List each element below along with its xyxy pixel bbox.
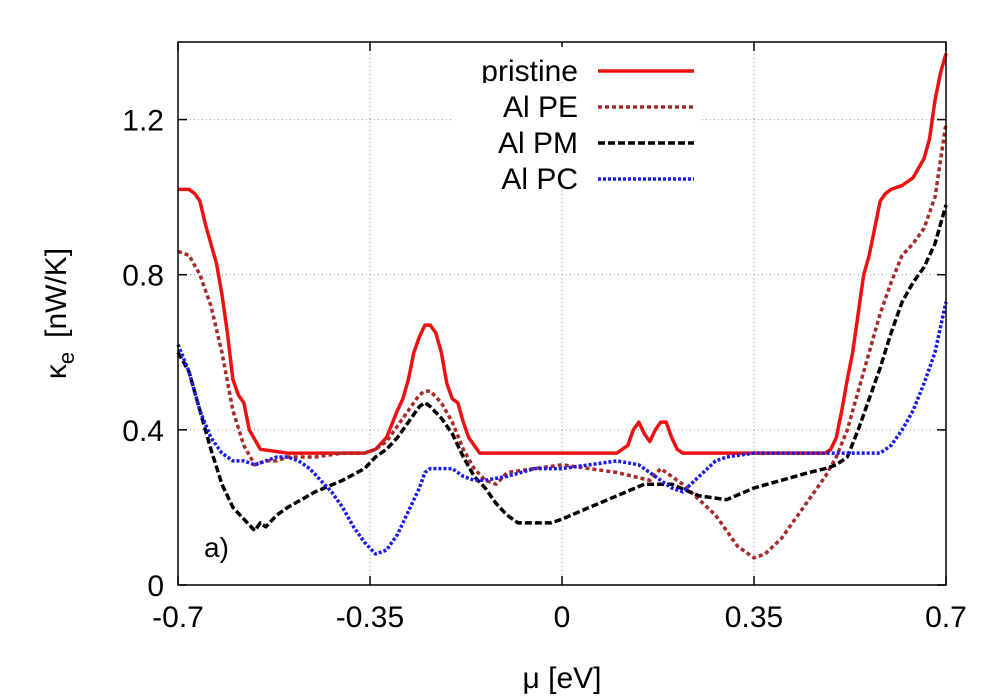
- x-tick-label: 0.7: [925, 601, 967, 634]
- legend-label: Al PE: [503, 91, 578, 124]
- y-axis-label: κe [nW/K]: [40, 248, 79, 379]
- axis-ticks: -0.7 -0.35 0 0.35 0.7 0 0.4 0.8 1.2: [122, 42, 967, 634]
- x-tick-label: 0.35: [725, 601, 783, 634]
- x-tick-label: -0.7: [152, 601, 204, 634]
- x-tick-label: -0.35: [336, 601, 404, 634]
- series-lines: [176, 53, 948, 560]
- y-axis-label-unit: [nW/K]: [40, 248, 73, 338]
- legend-entry-background: [452, 83, 702, 117]
- y-axis-label-symbol: κ: [40, 363, 73, 379]
- y-tick-label: 0.8: [122, 260, 164, 293]
- x-tick-label: 0: [554, 601, 571, 634]
- legend-label: pristine: [481, 55, 578, 88]
- grid: [178, 42, 946, 585]
- series-line-al-pc: [176, 301, 948, 556]
- series-line-al-pe: [177, 123, 948, 560]
- series-line-al-pm: [176, 204, 948, 533]
- series-line-pristine: [178, 53, 948, 455]
- y-tick-label: 0: [147, 570, 164, 603]
- x-axis-label: μ [eV]: [523, 662, 602, 695]
- legend-label: Al PM: [498, 127, 578, 160]
- legend-entry-background: [452, 47, 702, 81]
- legend-entry-background: [452, 155, 702, 189]
- y-axis-label-subscript: e: [54, 352, 79, 364]
- y-tick-label: 0.4: [122, 415, 164, 448]
- y-tick-label: 1.2: [122, 105, 164, 138]
- legend-entry-background: [452, 119, 702, 153]
- panel-label: a): [204, 532, 229, 563]
- legend-label: Al PC: [501, 163, 578, 196]
